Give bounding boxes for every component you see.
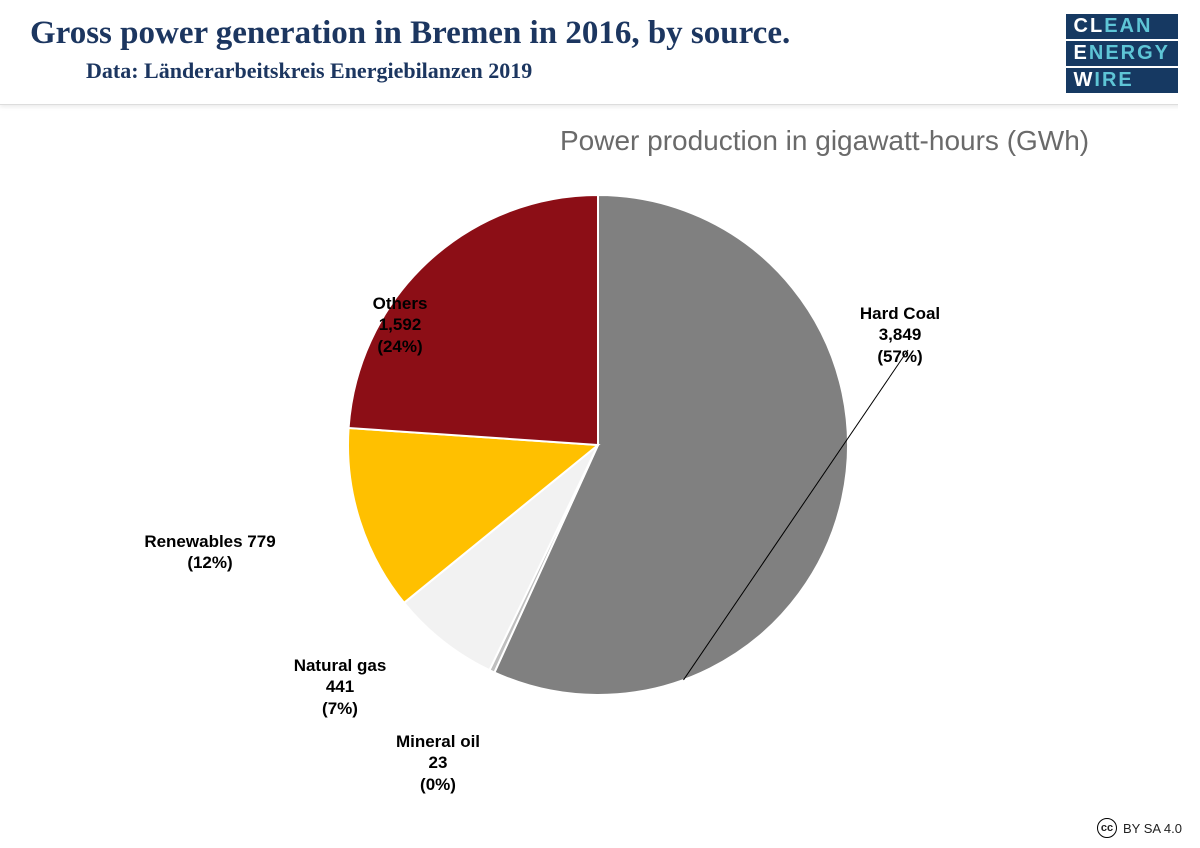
chart-area: Power production in gigawatt-hours (GWh)… bbox=[0, 105, 1200, 825]
chart-title: Power production in gigawatt-hours (GWh) bbox=[560, 125, 1089, 157]
slice-label-renewables: Renewables 779(12%) bbox=[144, 531, 275, 574]
logo-row: CLEAN bbox=[1066, 14, 1178, 39]
cc-icon: cc bbox=[1097, 818, 1117, 838]
slice-label-natural_gas: Natural gas441(7%) bbox=[294, 655, 387, 719]
license-text: BY SA 4.0 bbox=[1123, 821, 1182, 836]
license-badge: cc BY SA 4.0 bbox=[1097, 818, 1182, 838]
slice-label-mineral_oil: Mineral oil23(0%) bbox=[396, 731, 480, 795]
slice-label-others: Others1,592(24%) bbox=[373, 293, 428, 357]
brand-logo: CLEANENERGYWIRE bbox=[1066, 14, 1178, 93]
page-subtitle: Data: Länderarbeitskreis Energiebilanzen… bbox=[86, 58, 1170, 84]
pie-chart bbox=[338, 185, 858, 705]
logo-row: ENERGY bbox=[1066, 41, 1178, 66]
page-title: Gross power generation in Bremen in 2016… bbox=[30, 15, 1170, 52]
header: Gross power generation in Bremen in 2016… bbox=[0, 0, 1200, 105]
slice-label-hard_coal: Hard Coal3,849(57%) bbox=[860, 303, 940, 367]
logo-row: WIRE bbox=[1066, 68, 1178, 93]
